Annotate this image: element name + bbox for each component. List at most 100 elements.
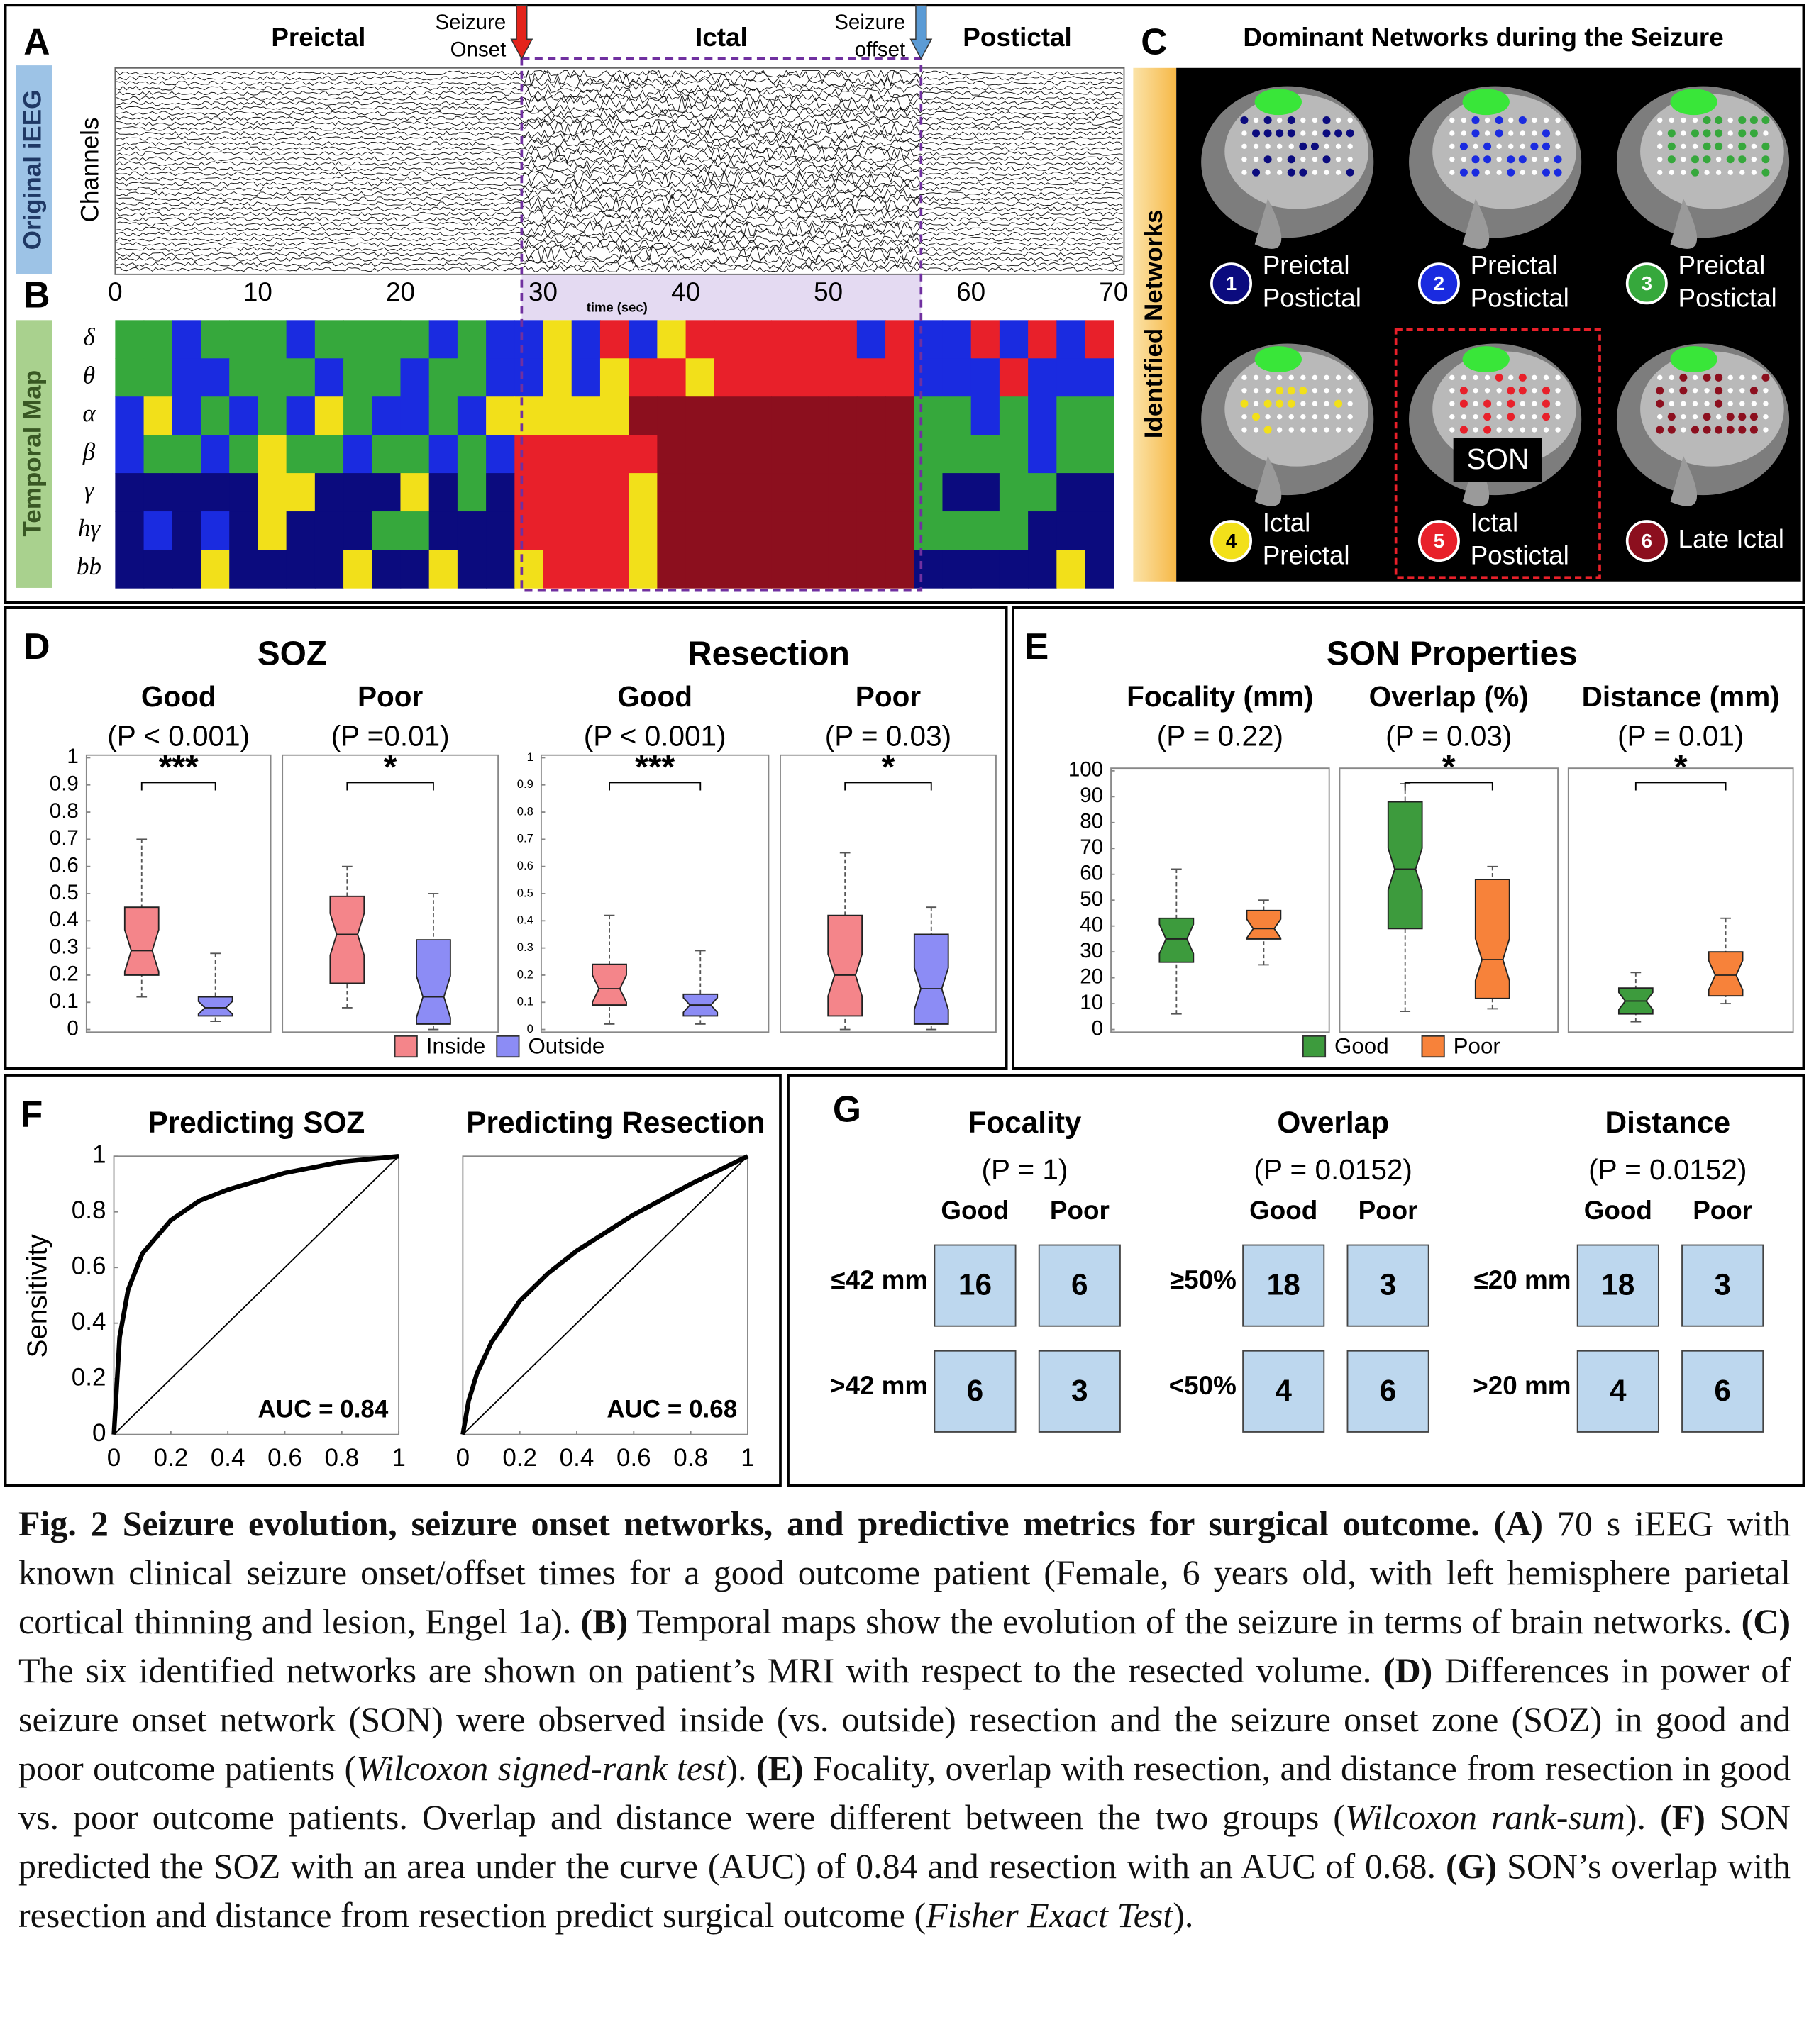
electrode <box>1749 116 1758 124</box>
mri-stem <box>1254 455 1282 506</box>
electrode <box>1520 413 1525 420</box>
electrode <box>1496 143 1502 149</box>
electrode <box>1461 413 1467 420</box>
electrode <box>1252 413 1261 421</box>
electrode <box>1704 401 1710 406</box>
heat-cell <box>771 396 801 435</box>
legend-label: Outside <box>528 1034 604 1059</box>
significance: * <box>384 749 397 787</box>
heat-cell <box>629 435 658 474</box>
chance-line <box>462 1155 748 1435</box>
table-cell <box>1681 1350 1764 1433</box>
electrode <box>1657 374 1663 381</box>
cell-value: 4 <box>1275 1374 1292 1407</box>
electrode <box>1276 387 1284 395</box>
network-label: Preictal <box>1263 540 1350 570</box>
y-tick-label: 0.3 <box>517 940 533 954</box>
category-label: Good <box>141 680 216 713</box>
network-number: 5 <box>1434 530 1444 552</box>
electrode <box>1508 130 1514 136</box>
x-tick-label: 0 <box>456 1444 470 1472</box>
electrode <box>1347 374 1353 381</box>
electrode <box>1449 401 1455 406</box>
heat-cell <box>286 473 316 512</box>
electrode <box>1727 117 1733 123</box>
electrode <box>1300 157 1306 162</box>
row-label: α <box>82 399 96 427</box>
significance: * <box>882 749 895 787</box>
panel-label: A <box>23 21 50 62</box>
heat-cell <box>143 320 173 360</box>
side-label: Original iEEG <box>18 90 46 250</box>
heat-cell <box>970 550 1000 589</box>
heat-cell <box>201 473 230 512</box>
heat-cell <box>172 473 201 512</box>
electrode <box>1703 142 1711 150</box>
heat-cell <box>657 435 687 474</box>
eeg-trace <box>116 133 1123 144</box>
eeg-trace <box>116 93 1123 104</box>
heat-cell <box>201 396 230 435</box>
electrode <box>1334 129 1343 138</box>
electrode <box>1495 129 1503 138</box>
x-tick-label: 0 <box>108 277 122 306</box>
heat-cell <box>771 358 801 397</box>
heat-cell <box>743 473 772 512</box>
heat-cell <box>657 473 687 512</box>
electrode <box>1347 388 1353 394</box>
electrode <box>1277 117 1283 123</box>
caption-ref: (G) <box>1445 1846 1498 1886</box>
significance: * <box>1442 749 1456 787</box>
heat-cell <box>743 435 772 474</box>
cell-value: 3 <box>1714 1268 1731 1301</box>
y-tick-label: 1 <box>527 750 533 764</box>
electrode <box>1335 143 1341 149</box>
heat-cell <box>314 511 344 550</box>
heat-cell <box>172 435 201 474</box>
electrode <box>1449 143 1455 149</box>
heat-cell <box>343 320 372 360</box>
row-label: ≤42 mm <box>831 1265 928 1294</box>
heat-cell <box>115 511 145 550</box>
electrode <box>1335 170 1341 175</box>
electrode <box>1287 116 1295 124</box>
heat-cell <box>229 435 259 474</box>
heat-cell <box>800 511 829 550</box>
electrode <box>1471 129 1480 138</box>
son-tag: SON <box>1466 443 1529 475</box>
x-axis-label: time (sec) <box>587 300 648 315</box>
heat-cell <box>885 396 914 435</box>
electrode <box>1518 155 1527 164</box>
electrode <box>1507 168 1515 177</box>
cell-value: 16 <box>958 1268 992 1301</box>
x-tick-label: 0.6 <box>267 1444 302 1472</box>
heat-cell <box>400 435 430 474</box>
column-label: Good <box>941 1196 1009 1225</box>
eeg-trace <box>116 103 1123 114</box>
cell-value: 3 <box>1380 1268 1397 1301</box>
heat-cell <box>1056 511 1086 550</box>
electrode <box>1715 116 1723 124</box>
electrode <box>1703 129 1711 138</box>
electrode <box>1324 401 1329 406</box>
table-cell <box>1242 1244 1325 1327</box>
electrode <box>1704 388 1710 394</box>
heat-cell <box>942 550 972 589</box>
row-label: ≥50% <box>1170 1265 1237 1294</box>
electrode <box>1761 373 1770 382</box>
heat-cell <box>372 473 402 512</box>
network-label: Postictal <box>1263 283 1361 312</box>
heat-cell <box>486 511 516 550</box>
electrode <box>1657 170 1663 175</box>
legend-label: Good <box>1334 1034 1389 1059</box>
electrode <box>1532 427 1537 433</box>
electrode <box>1727 401 1733 406</box>
heat-cell <box>400 473 430 512</box>
heat-cell <box>599 396 629 435</box>
network-label: Preictal <box>1678 250 1766 279</box>
row-label: >20 mm <box>1473 1371 1571 1400</box>
heat-cell <box>970 320 1000 360</box>
electrode <box>1322 116 1331 124</box>
caption-ref: (F) <box>1660 1797 1705 1837</box>
electrode <box>1241 374 1247 381</box>
